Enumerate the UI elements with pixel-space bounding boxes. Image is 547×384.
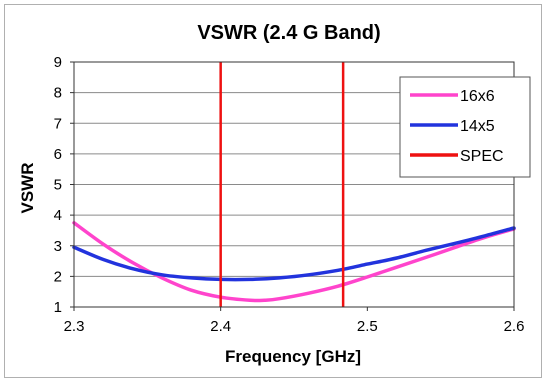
x-axis-label: Frequency [GHz] [225,347,361,366]
legend: 16x6 14x5 SPEC [399,76,531,178]
y-tick-label: 3 [54,238,62,255]
x-tick-label: 2.6 [504,318,525,335]
legend-label: SPEC [460,148,504,165]
y-tick-label: 6 [54,146,62,163]
chart-title: VSWR (2.4 G Band) [197,22,380,44]
legend-label: 16x6 [460,88,495,105]
series-line-16x6 [72,221,516,303]
y-axis-label: VSWR [18,163,37,214]
y-tick-label: 1 [54,299,62,316]
y-tick-label: 9 [54,54,62,71]
x-tick-label: 2.4 [210,318,231,335]
chart-frame: VSWR (2.4 G Band) 1 2 3 4 5 6 7 8 9 2.3 2.4 2.5 2.6 … [4,4,542,378]
series-line-14x5 [72,226,516,282]
y-tick-label: 8 [54,85,62,102]
y-tick-label: 5 [54,177,62,194]
y-tick-label: 4 [54,207,62,224]
legend-label: 14x5 [460,118,495,135]
x-tick-label: 2.3 [64,318,85,335]
x-tick-label: 2.5 [357,318,378,335]
y-tick-label: 7 [54,115,62,132]
y-tick-label: 2 [54,268,62,285]
